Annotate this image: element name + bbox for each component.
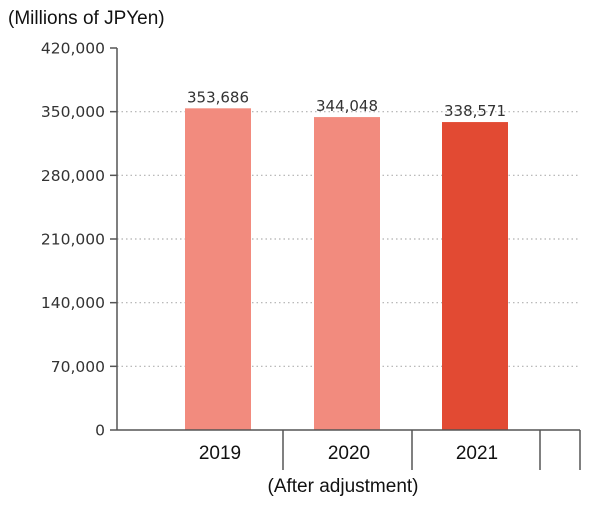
- value-label: 353,686: [187, 88, 249, 106]
- value-label: 338,571: [444, 102, 506, 120]
- y-tick-label: 280,000: [41, 167, 105, 185]
- bar-2019: [185, 108, 251, 431]
- y-tick-label: 0: [95, 422, 105, 440]
- value-label: 344,048: [316, 97, 378, 115]
- x-tick-label: 2021: [456, 443, 498, 464]
- y-tick-label: 210,000: [41, 231, 105, 249]
- unit-label: (Millions of JPYen): [8, 8, 165, 29]
- y-tick-label: 140,000: [41, 294, 105, 312]
- bars: 353,686 344,048 338,571: [185, 88, 508, 431]
- y-axis: 0 70,000 140,000 210,000 280,000 350,000 420,0…: [41, 40, 118, 440]
- y-tick-label: 70,000: [51, 358, 105, 376]
- bar-2020: [314, 117, 380, 431]
- adjustment-note: (After adjustment): [268, 476, 419, 497]
- y-tick-label: 420,000: [41, 40, 105, 58]
- x-tick-label: 2020: [328, 443, 370, 464]
- bar-2021: [442, 122, 508, 430]
- x-tick-label: 2019: [199, 443, 241, 464]
- y-tick-label: 350,000: [41, 103, 105, 121]
- x-axis: 2019 2020 2021: [117, 429, 581, 470]
